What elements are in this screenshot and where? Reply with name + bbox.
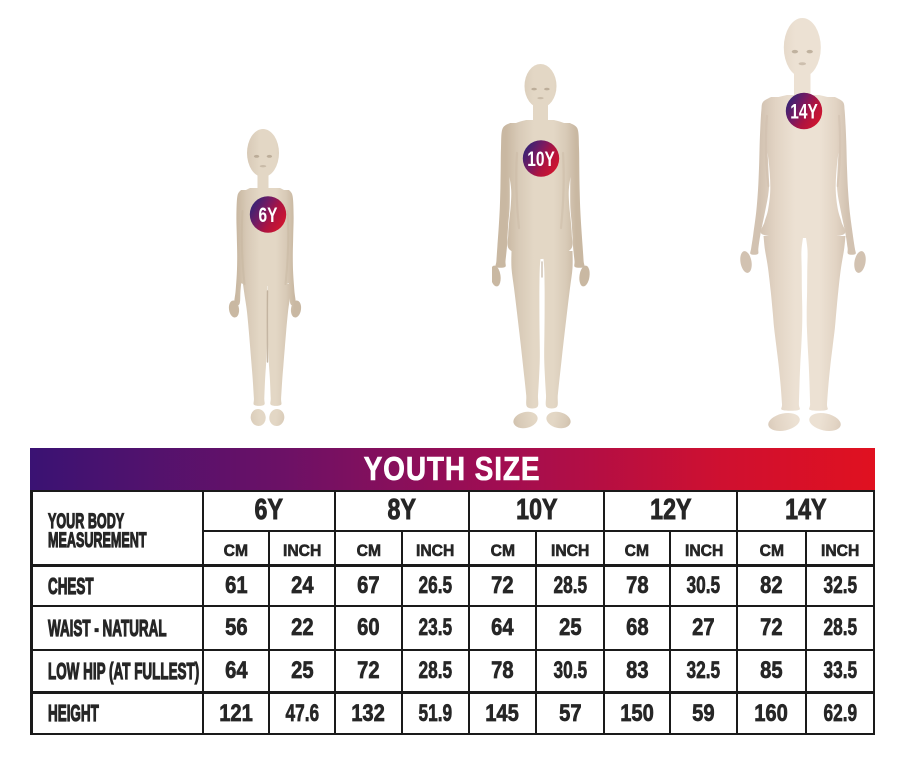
svg-text:14Y: 14Y (790, 99, 818, 123)
svg-text:6Y: 6Y (259, 202, 278, 226)
svg-text:10Y: 10Y (527, 146, 555, 170)
